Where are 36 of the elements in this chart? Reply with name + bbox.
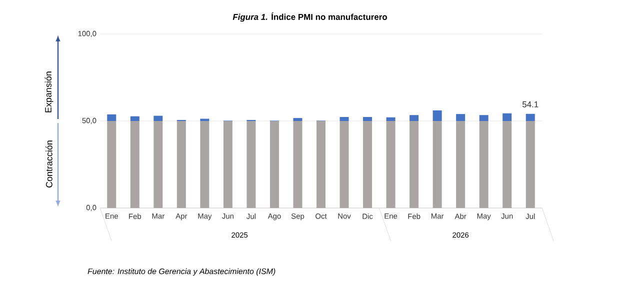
total-label: 54.1	[522, 101, 538, 108]
bar	[386, 121, 396, 208]
chart-title: Figura 1. Índice PMI no manufacturero	[232, 12, 387, 22]
bar	[107, 114, 116, 121]
bar	[293, 121, 302, 208]
bar	[246, 121, 256, 208]
bar	[410, 121, 419, 208]
bar	[176, 121, 186, 208]
bar	[479, 121, 488, 208]
bar	[270, 121, 279, 208]
bar	[363, 116, 372, 121]
bar	[200, 121, 210, 208]
bar	[363, 121, 372, 208]
bar	[386, 117, 396, 121]
bar	[502, 121, 512, 208]
bar	[456, 121, 466, 208]
bar	[130, 116, 140, 121]
bar	[316, 121, 326, 208]
bar	[107, 121, 116, 208]
bar	[223, 121, 232, 208]
text: Contracción	[46, 140, 52, 188]
bar	[502, 113, 512, 121]
bar	[432, 110, 442, 121]
bar	[154, 116, 163, 121]
bar	[526, 121, 535, 208]
bar	[154, 121, 163, 208]
bar	[340, 121, 349, 208]
bar	[479, 115, 488, 121]
bar	[410, 115, 419, 121]
text: Expansión	[44, 72, 54, 112]
bar	[526, 114, 535, 121]
bar	[130, 121, 140, 208]
bar	[340, 116, 349, 121]
bar	[432, 121, 442, 208]
bar	[293, 118, 302, 121]
bar	[456, 114, 466, 121]
